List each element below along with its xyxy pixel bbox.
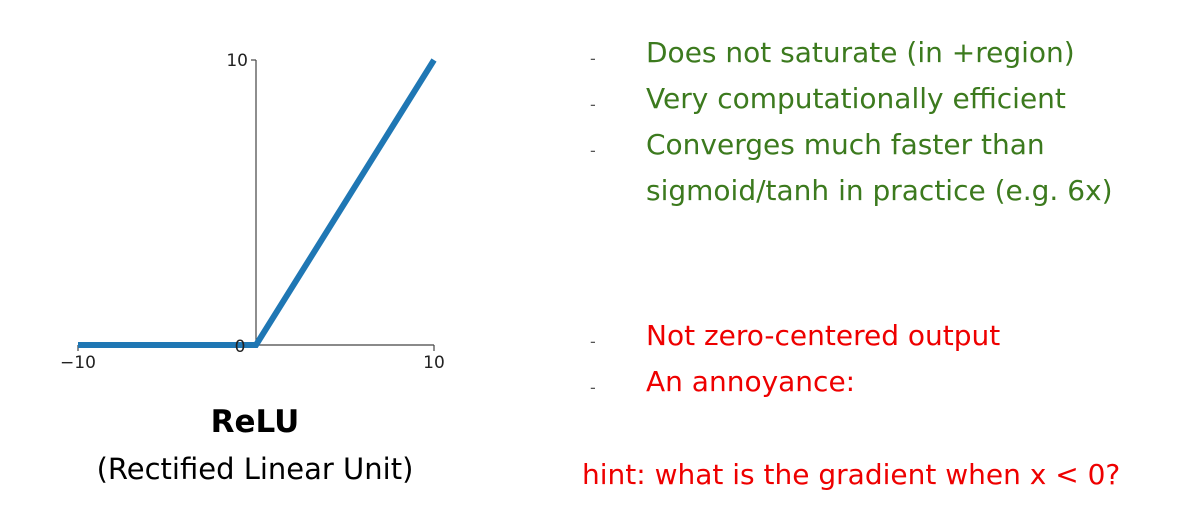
pros-item-text: Converges much faster than sigmoid/tanh … [646,128,1113,207]
pros-list-item: - Very computationally efficient [590,76,1186,122]
pros-list-item: - Converges much faster than sigmoid/tanh… [590,122,1186,214]
chart-caption-subtitle: (Rectified Linear Unit) [96,452,414,486]
relu-series-line [78,58,437,348]
bullet-dash: - [590,378,596,397]
y-tick-label-zero: 0 [235,337,246,357]
chart-caption-title: ReLU [210,404,300,440]
cons-item-text: Not zero-centered output [646,319,1001,352]
cons-list-item: - Not zero-centered output [590,313,1000,359]
relu-chart: −10 10 10 0 [60,51,445,373]
x-tick-label-max: 10 [423,353,445,373]
pros-item-text: Very computationally efficient [646,82,1066,115]
pros-list: - Does not saturate (in +region) - Very co… [590,30,1186,214]
bullet-dash: - [590,141,596,160]
pros-item-text: Does not saturate (in +region) [646,36,1075,69]
bullet-dash: - [590,49,596,68]
cons-item-text: An annoyance: [646,365,856,398]
bullet-dash: - [590,332,596,351]
y-tick-label-max: 10 [226,51,248,71]
gradient-hint: hint: what is the gradient when x < 0? [582,458,1121,491]
cons-list-item: - An annoyance: [590,359,1000,405]
pros-list-item: - Does not saturate (in +region) [590,30,1186,76]
cons-list: - Not zero-centered output - An annoyance: [590,313,1000,405]
x-tick-label-min: −10 [60,353,96,373]
bullet-dash: - [590,95,596,114]
